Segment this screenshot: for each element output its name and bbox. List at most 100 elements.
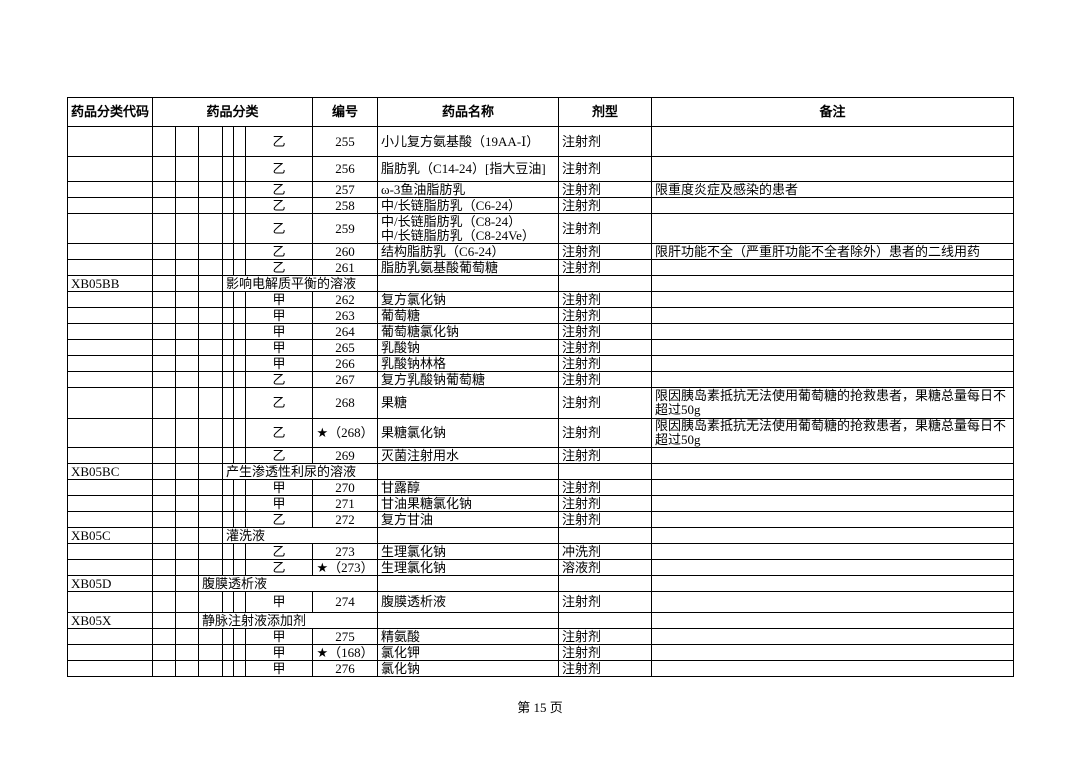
drug-name-cell: 精氨酸 [377,628,560,645]
remark-cell [651,197,1015,214]
spacer-cell [175,387,199,419]
classification-code-cell [67,628,153,645]
table-row: 甲 274 腹膜透析液 注射剂 [67,591,1015,613]
table-row: 甲 ★（168） 氯化钾 注射剂 [67,644,1015,661]
spacer-cell [175,197,199,214]
number-cell: ★（273） [312,559,379,576]
spacer-cell [222,291,234,308]
spacer-cell [175,644,199,661]
table-row: 乙 269 灭菌注射用水 注射剂 [67,447,1015,464]
remark-cell [651,355,1015,372]
spacer-cell [222,387,234,419]
spacer-cell [222,591,234,613]
number-cell: 258 [312,197,379,214]
spacer-cell [152,213,176,244]
spacer-cell [233,156,246,182]
dosage-form-cell [558,463,653,480]
spacer-cell [198,156,223,182]
spacer-cell [222,156,234,182]
drug-name-cell: 中/长链脂肪乳（C6-24） [377,197,560,214]
spacer-cell [233,543,246,560]
spacer-cell [222,197,234,214]
number-cell: 266 [312,355,379,372]
remark-cell [651,156,1015,182]
dosage-form-cell: 注射剂 [558,418,653,448]
class-level-cell: 甲 [244,628,314,645]
spacer-cell [198,291,223,308]
drug-name-cell: ω-3鱼油脂肪乳 [377,181,560,198]
remark-cell [651,527,1015,544]
number-cell: 267 [312,371,379,388]
spacer-cell [152,156,176,182]
dosage-form-cell: 注射剂 [558,495,653,512]
spacer-cell [152,479,176,496]
spacer-cell [152,339,176,356]
dosage-form-cell: 注射剂 [558,307,653,324]
dosage-form-cell: 注射剂 [558,156,653,182]
dosage-form-cell: 注射剂 [558,181,653,198]
table-row: 乙 267 复方乳酸钠葡萄糖 注射剂 [67,371,1015,388]
remark-cell [651,495,1015,512]
spacer-cell [233,243,246,260]
number-cell: 273 [312,543,379,560]
remark-cell [651,307,1015,324]
class-level-cell: 甲 [244,660,314,677]
remark-cell [651,447,1015,464]
drug-name-cell: 脂肪乳（C14-24）[指大豆油] [377,156,560,182]
classification-code-cell [67,418,153,448]
spacer-cell [198,339,223,356]
remark-cell [651,660,1015,677]
spacer-cell [198,511,223,528]
remark-cell [651,323,1015,340]
number-cell: 265 [312,339,379,356]
class-level-cell: 乙 [244,371,314,388]
spacer-cell [233,387,246,419]
remark-cell [651,291,1015,308]
spacer-cell [222,479,234,496]
spacer-cell [222,355,234,372]
spacer-cell [198,628,223,645]
class-level-cell: 乙 [244,197,314,214]
classification-code-cell: XB05BC [67,463,153,480]
remark-cell: 限因胰岛素抵抗无法使用葡萄糖的抢救患者，果糖总量每日不超过50g [651,418,1015,448]
spacer-cell [175,371,199,388]
dosage-form-cell: 注射剂 [558,447,653,464]
table-row: 乙 261 脂肪乳氨基酸葡萄糖 注射剂 [67,259,1015,276]
spacer-cell [233,213,246,244]
table-row: 乙 255 小儿复方氨基酸（19AA-Ⅰ） 注射剂 [67,126,1015,157]
category-label-cell: 影响电解质平衡的溶液 [221,275,379,292]
spacer-cell [222,418,234,448]
spacer-cell [198,307,223,324]
classification-code-cell [67,243,153,260]
spacer-cell [175,243,199,260]
spacer-cell [175,323,199,340]
dosage-form-cell: 注射剂 [558,213,653,244]
spacer-cell [233,355,246,372]
spacer-cell [152,371,176,388]
number-cell: 276 [312,660,379,677]
class-level-cell: 甲 [244,307,314,324]
spacer-cell [175,612,199,629]
page-number: 第 15 页 [517,700,563,715]
remark-cell [651,371,1015,388]
spacer-cell [152,323,176,340]
spacer-cell [175,355,199,372]
category-row: XB05X 静脉注射液添加剂 [67,612,1015,629]
category-row: XB05C 灌洗液 [67,527,1015,544]
table-row: 乙 268 果糖 注射剂 限因胰岛素抵抗无法使用葡萄糖的抢救患者，果糖总量每日不超过50… [67,387,1015,419]
dosage-form-cell: 注射剂 [558,387,653,419]
spacer-cell [198,197,223,214]
spacer-cell [198,418,223,448]
header-remark: 备注 [651,97,1015,127]
dosage-form-cell [558,527,653,544]
number-cell: 263 [312,307,379,324]
classification-code-cell: XB05D [67,575,153,592]
classification-code-cell [67,591,153,613]
dosage-form-cell: 注射剂 [558,197,653,214]
category-row: XB05D 腹膜透析液 [67,575,1015,592]
dosage-form-cell: 冲洗剂 [558,543,653,560]
spacer-cell [222,213,234,244]
remark-cell [651,275,1015,292]
spacer-cell [222,126,234,157]
class-level-cell: 乙 [244,387,314,419]
